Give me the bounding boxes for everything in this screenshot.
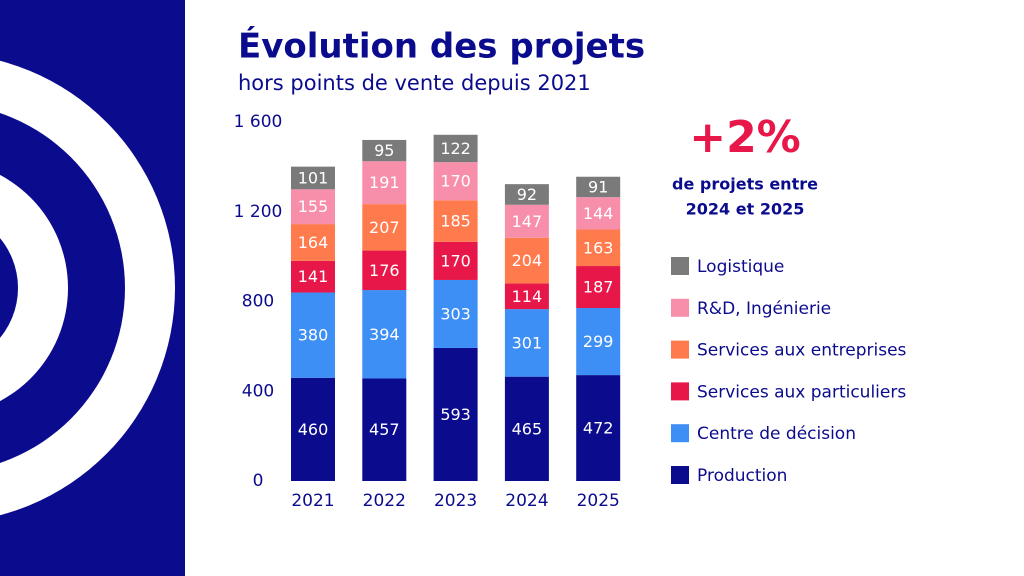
data-label: 472: [583, 419, 614, 438]
y-tick-label: 1 200: [234, 202, 283, 222]
data-label: 394: [369, 325, 400, 344]
data-label: 176: [369, 261, 400, 280]
data-label: 95: [374, 141, 394, 160]
chart-subtitle: hors points de vente depuis 2021: [238, 71, 591, 95]
data-label: 204: [512, 251, 543, 270]
data-label: 122: [440, 139, 471, 158]
bar-segment: [576, 176, 621, 198]
data-label: 164: [298, 233, 329, 252]
bar-segment: [504, 204, 549, 238]
bar-segment: [362, 161, 407, 205]
bar-segment: [504, 309, 549, 377]
legend-swatch: [671, 466, 689, 484]
bar-segment: [433, 279, 478, 348]
data-label: 144: [583, 204, 614, 223]
data-label: 141: [298, 267, 329, 286]
bar-segment: [362, 139, 407, 162]
bar-segment: [504, 184, 549, 205]
data-label: 91: [588, 177, 608, 196]
bar-segment: [504, 376, 549, 481]
data-label: 191: [369, 173, 400, 192]
decor: [0, 0, 185, 576]
bar-segment: [433, 241, 478, 280]
data-label: 187: [583, 278, 614, 297]
legend-label: Logistique: [697, 257, 784, 277]
bar-segment: [576, 197, 621, 230]
bar-segment: [362, 204, 407, 251]
data-label: 92: [517, 185, 537, 204]
y-tick-label: 800: [242, 292, 274, 312]
data-label: 457: [369, 420, 400, 439]
bar-segment: [576, 229, 621, 267]
annotation-value: +2%: [689, 112, 801, 163]
bar-segment: [433, 162, 478, 201]
bar-segment: [291, 189, 335, 225]
bar-segment: [504, 237, 549, 284]
data-label: 380: [298, 326, 329, 345]
legend-label: Production: [697, 466, 787, 486]
bar-segment: [504, 283, 549, 310]
x-tick-label: 2024: [505, 491, 548, 511]
data-label: 301: [512, 333, 543, 352]
bar-segment: [291, 260, 335, 293]
legend-swatch: [671, 382, 689, 401]
legend-swatch: [671, 424, 689, 443]
annotation-text: de projets entre: [672, 175, 818, 194]
bar-segment: [291, 377, 335, 481]
bar-segment: [291, 224, 335, 261]
legend-swatch: [671, 298, 689, 317]
bar-segment: [576, 308, 621, 376]
bar-segment: [433, 347, 478, 481]
legend-label: Services aux entreprises: [697, 341, 907, 361]
legend-label: Services aux particuliers: [697, 382, 906, 402]
data-label: 155: [298, 197, 329, 216]
y-tick-label: 0: [253, 471, 264, 491]
chart-title: Évolution des projets: [238, 26, 645, 67]
data-label: 593: [440, 405, 471, 424]
legend-label: Centre de décision: [697, 424, 856, 444]
bar-segment: [576, 266, 621, 309]
x-tick-label: 2021: [291, 491, 334, 511]
data-label: 101: [298, 168, 329, 187]
bar-segment: [291, 292, 335, 378]
bar-segment: [362, 378, 407, 481]
data-label: 207: [369, 218, 400, 237]
x-tick-label: 2025: [577, 491, 620, 511]
data-label: 114: [512, 287, 543, 306]
legend-swatch: [671, 340, 689, 359]
x-tick-label: 2022: [363, 491, 406, 511]
bar-segment: [291, 166, 335, 190]
data-label: 170: [440, 251, 471, 270]
legend-label: R&D, Ingénierie: [697, 299, 831, 319]
bar-segment: [576, 375, 621, 481]
bar-segment: [362, 290, 407, 379]
bar-segment: [433, 200, 478, 242]
y-tick-label: 400: [242, 381, 274, 401]
annotation-text: 2024 et 2025: [686, 200, 805, 219]
data-label: 185: [440, 212, 471, 231]
data-label: 170: [440, 172, 471, 191]
bar-segment: [362, 250, 407, 291]
data-label: 460: [298, 420, 329, 439]
y-tick-label: 1 600: [234, 112, 283, 132]
data-label: 147: [512, 212, 543, 231]
bar-segment: [433, 134, 478, 163]
legend-swatch: [671, 257, 689, 275]
data-label: 299: [583, 332, 614, 351]
x-tick-label: 2023: [434, 491, 477, 511]
data-label: 163: [583, 238, 614, 257]
data-label: 465: [512, 419, 543, 438]
data-label: 303: [440, 304, 471, 323]
